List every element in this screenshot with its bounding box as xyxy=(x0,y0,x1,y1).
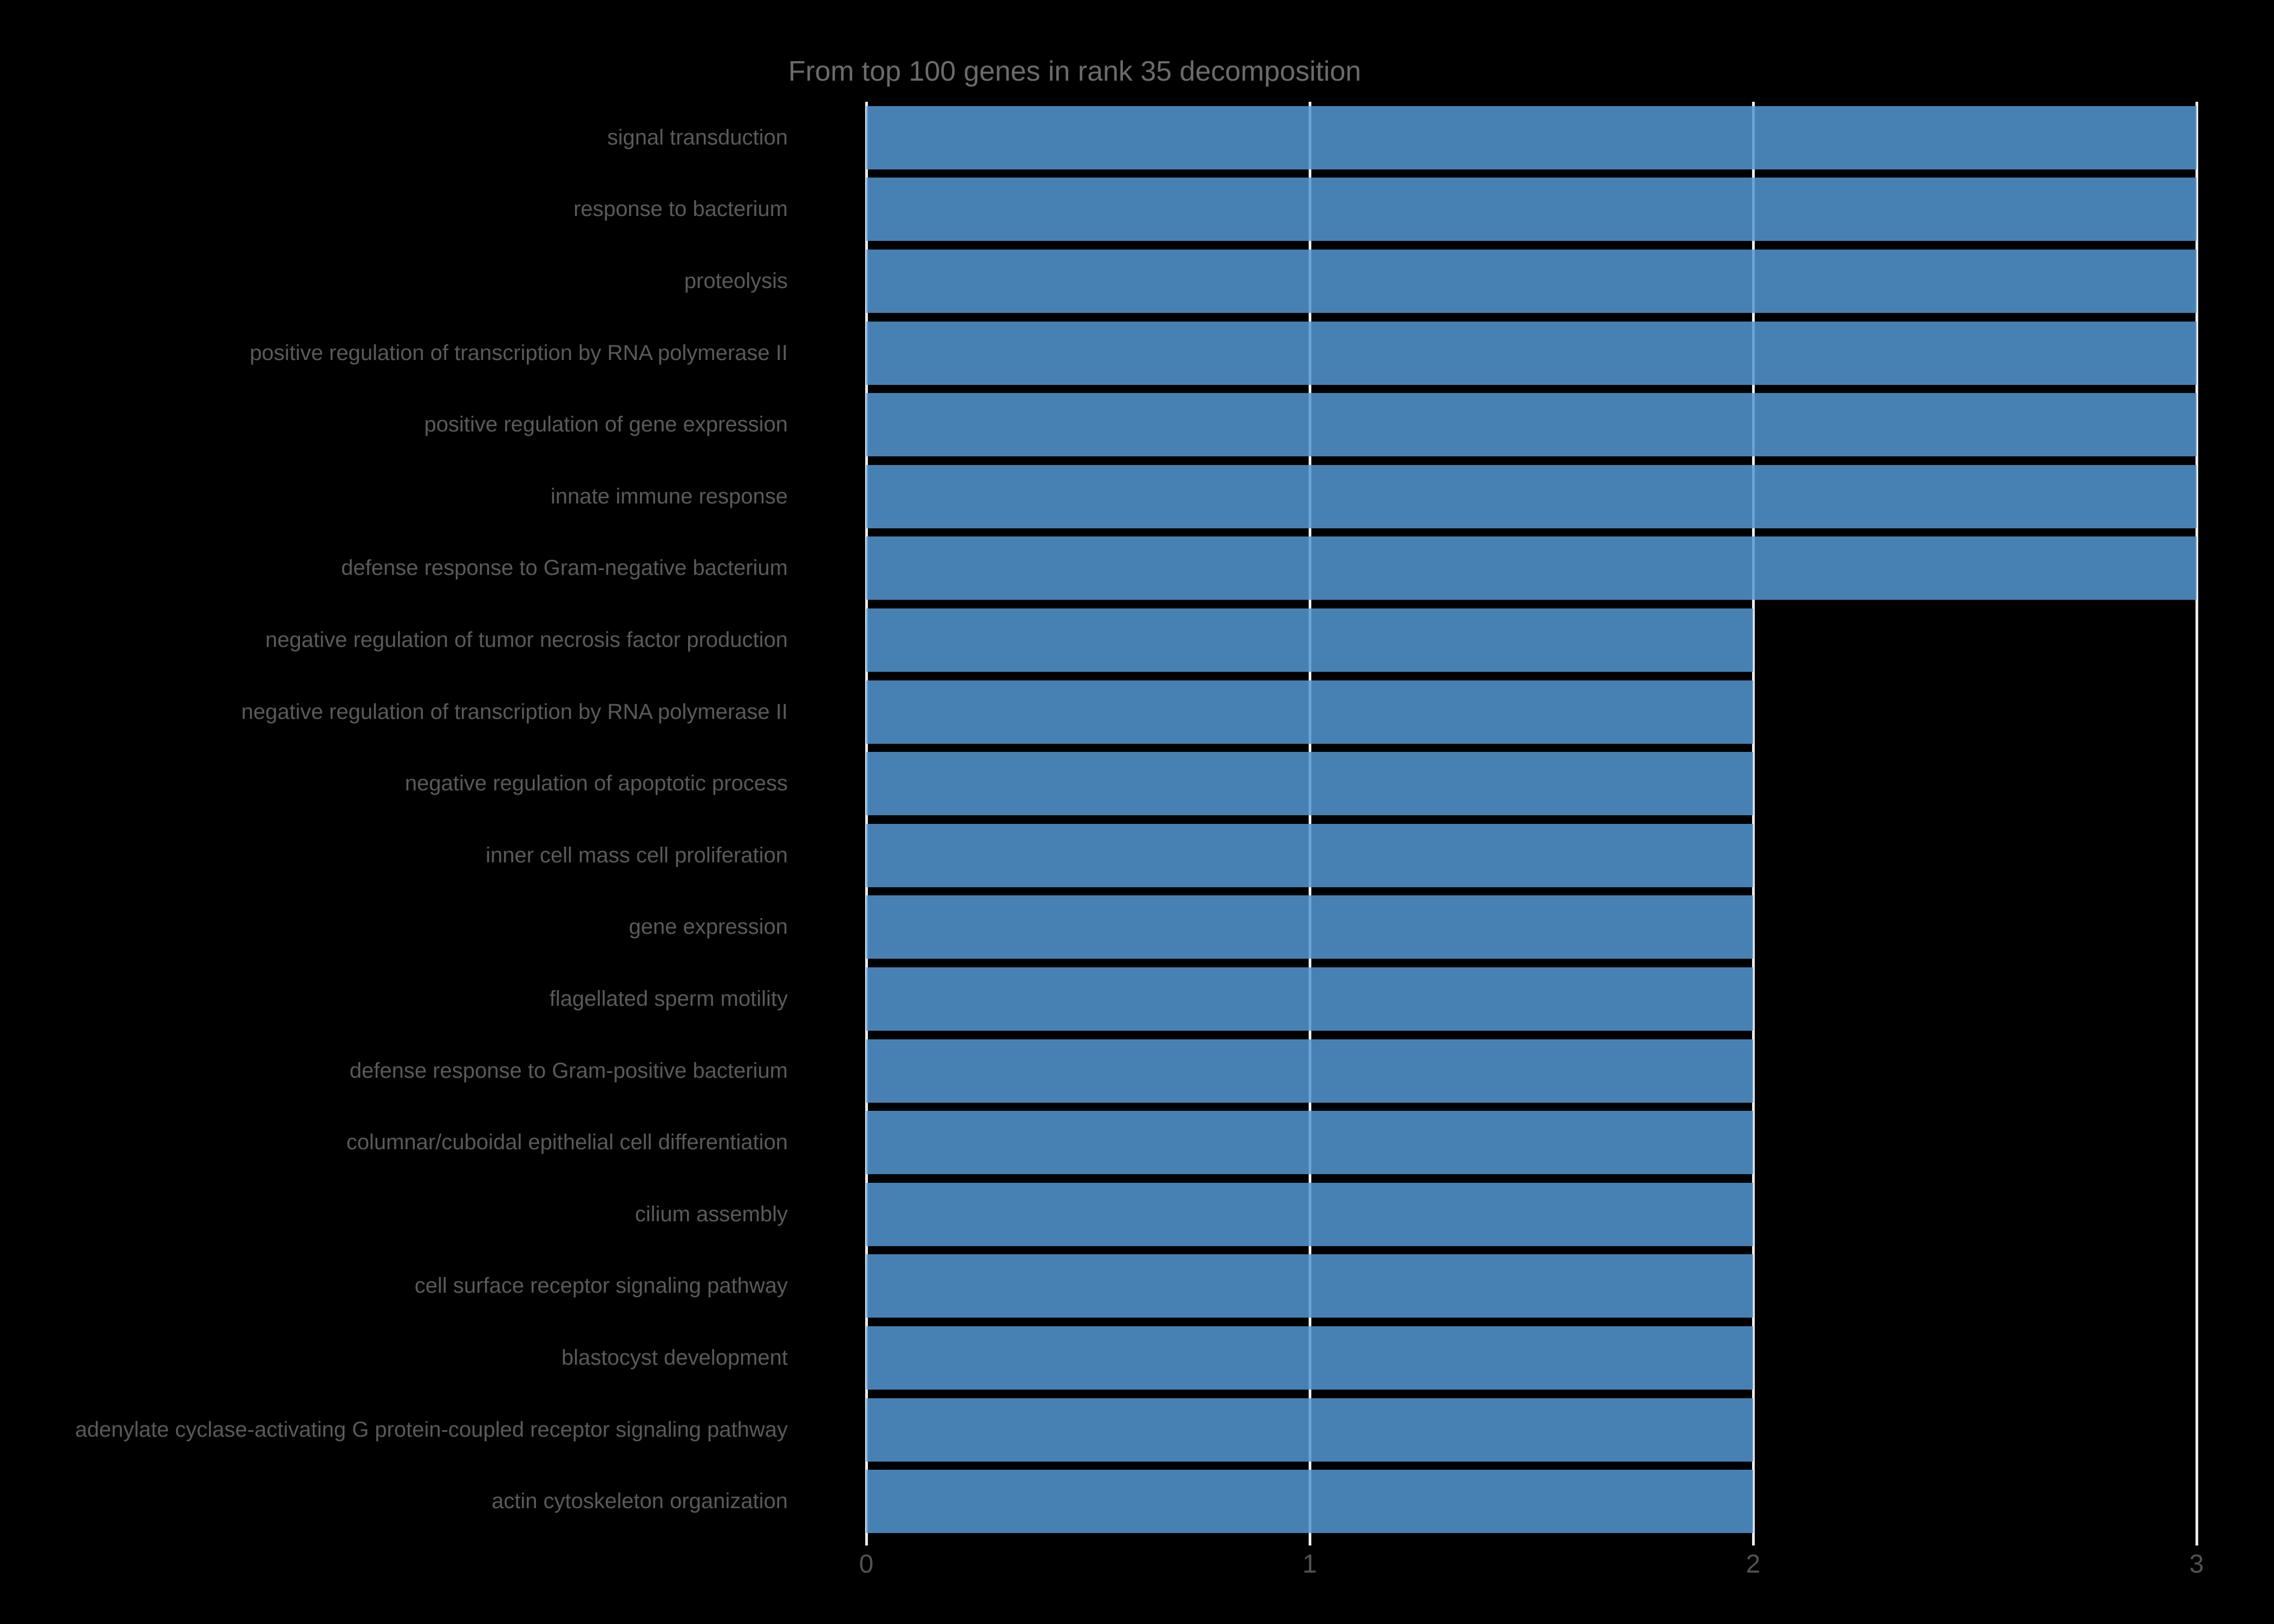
y-axis-label: cilium assembly xyxy=(635,1202,788,1226)
bar xyxy=(866,1254,1753,1318)
bar xyxy=(866,823,1753,887)
bar xyxy=(866,608,1753,672)
gridline-x1 xyxy=(1308,102,1311,1537)
x-tick-mark xyxy=(1308,1537,1311,1546)
y-axis-label: inner cell mass cell proliferation xyxy=(485,843,788,867)
x-tick-label: 0 xyxy=(859,1550,874,1579)
y-axis-label: flagellated sperm motility xyxy=(549,987,788,1011)
y-axis-label: adenylate cyclase-activating G protein-c… xyxy=(75,1417,788,1442)
bar xyxy=(866,752,1753,816)
x-tick-mark xyxy=(1752,1537,1755,1546)
y-axis-label: defense response to Gram-negative bacter… xyxy=(341,556,788,580)
bar xyxy=(866,393,2197,457)
x-tick-label: 3 xyxy=(2189,1550,2204,1579)
bar xyxy=(866,967,1753,1031)
bar xyxy=(866,178,2197,241)
bar xyxy=(866,1039,1753,1103)
x-tick-mark xyxy=(865,1537,868,1546)
y-axis-label: negative regulation of apoptotic process xyxy=(404,771,788,796)
bar xyxy=(866,321,2197,385)
bar xyxy=(866,536,2197,600)
y-axis-label: innate immune response xyxy=(550,484,788,508)
y-axis-label: defense response to Gram-positive bacter… xyxy=(349,1058,788,1083)
y-axis-label: negative regulation of transcription by … xyxy=(241,699,788,724)
y-axis-label: gene expression xyxy=(629,915,788,939)
x-tick-label: 2 xyxy=(1746,1550,1761,1579)
y-axis-label: positive regulation of transcription by … xyxy=(250,340,788,365)
chart-title: From top 100 genes in rank 35 decomposit… xyxy=(788,56,1361,87)
gridline-x0 xyxy=(865,102,868,1537)
y-axis-label: columnar/cuboidal epithelial cell differ… xyxy=(346,1130,788,1155)
y-axis-label: cell surface receptor signaling pathway xyxy=(414,1274,788,1298)
y-axis-label: positive regulation of gene expression xyxy=(424,412,788,437)
bar xyxy=(866,1326,1753,1390)
bar xyxy=(866,464,2197,528)
y-axis-label: negative regulation of tumor necrosis fa… xyxy=(265,628,788,652)
gridline-x2 xyxy=(1752,102,1755,1537)
bar xyxy=(866,1111,1753,1175)
y-axis-label: proteolysis xyxy=(684,269,788,293)
x-tick-mark xyxy=(2195,1537,2198,1546)
bar xyxy=(866,106,2197,169)
bar xyxy=(866,1182,1753,1246)
y-axis-label: actin cytoskeleton organization xyxy=(492,1489,788,1514)
x-tick-label: 1 xyxy=(1302,1550,1317,1579)
bar xyxy=(866,1470,1753,1534)
bar xyxy=(866,1398,1753,1462)
y-axis-label: signal transduction xyxy=(607,125,788,149)
y-axis-label: blastocyst development xyxy=(561,1346,788,1370)
y-axis-label: response to bacterium xyxy=(573,197,788,221)
bar xyxy=(866,250,2197,313)
gridline-x3 xyxy=(2195,102,2198,1537)
bar xyxy=(866,895,1753,959)
bar xyxy=(866,680,1753,744)
